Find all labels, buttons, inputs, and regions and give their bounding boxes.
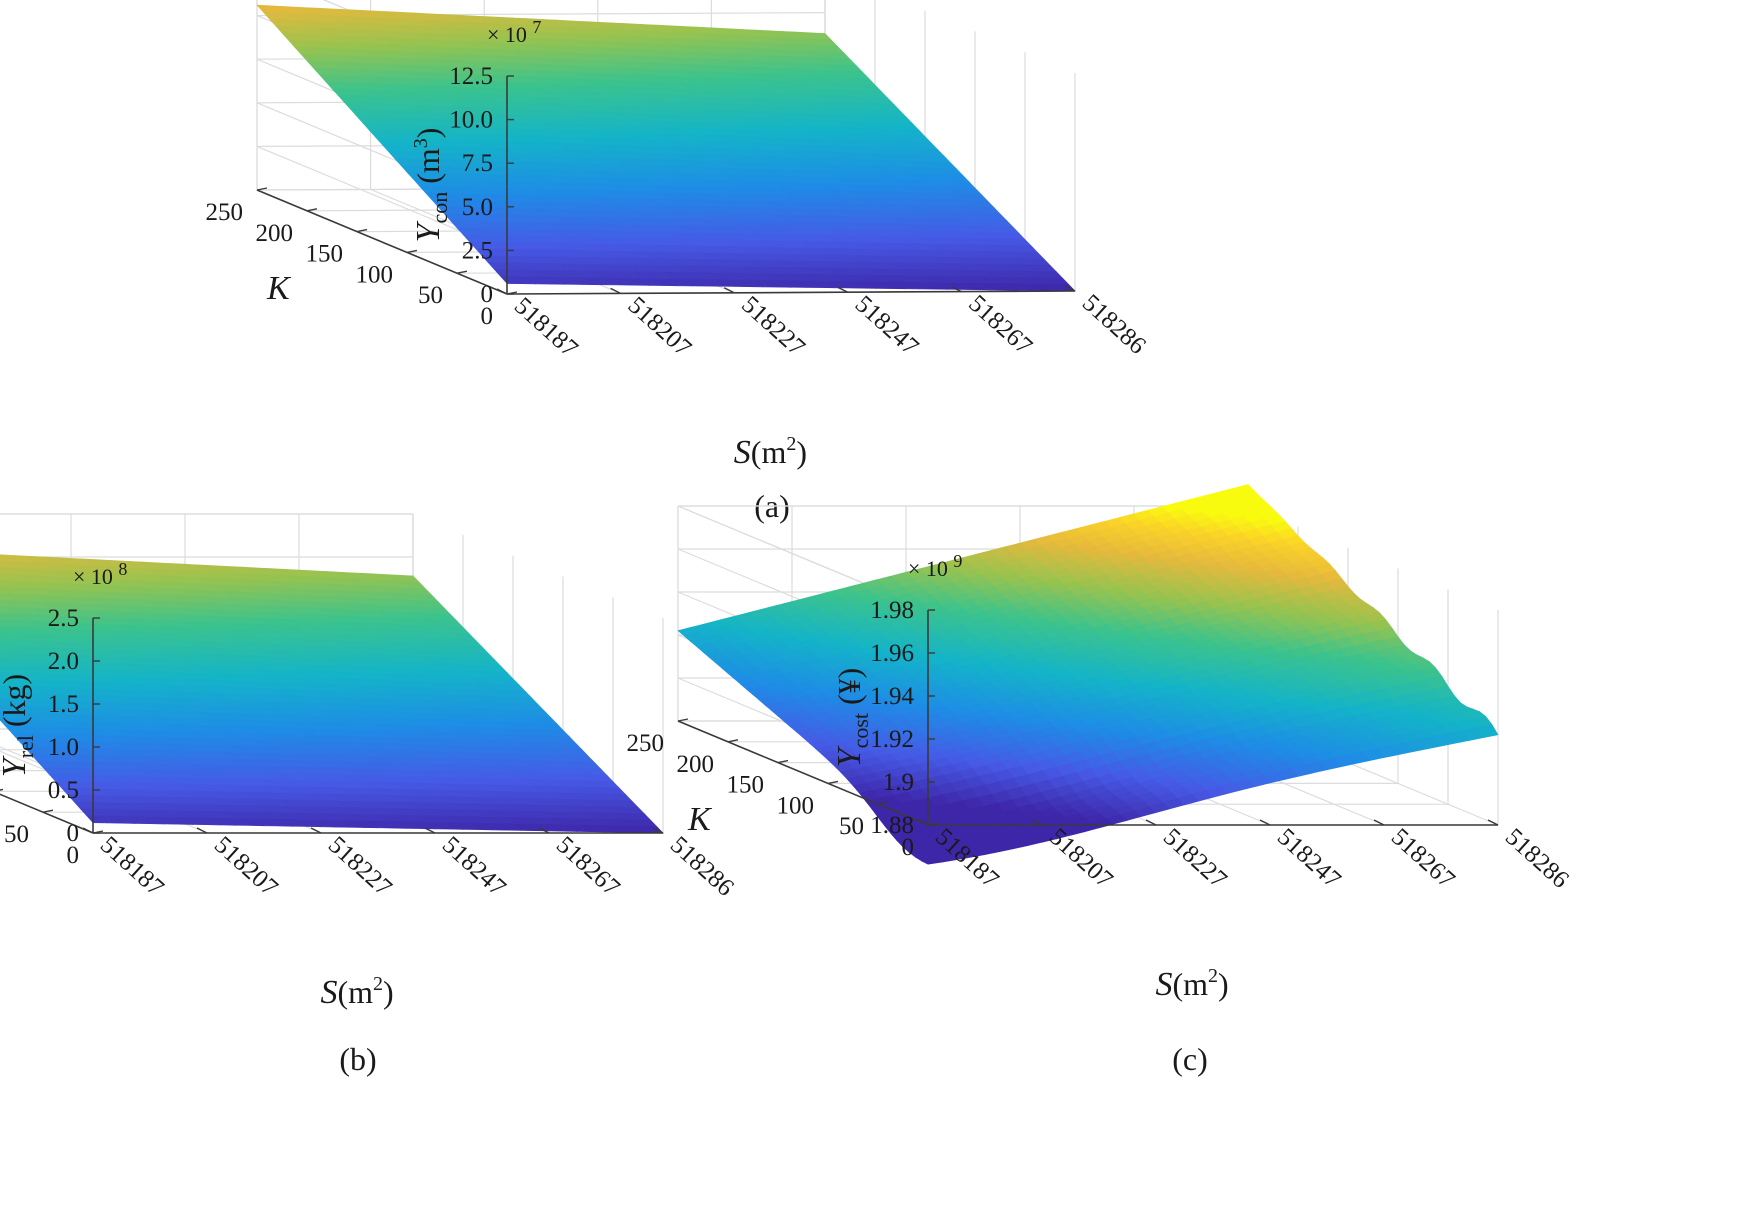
s-tick-label: 518227 [1158, 823, 1232, 893]
s-tick-mark [496, 288, 508, 295]
s-tick-label: 518187 [509, 292, 583, 362]
s-tick-label: 518207 [209, 831, 283, 901]
k-axis-label: K [687, 801, 713, 838]
z-tick-label: 1.9 [883, 769, 914, 796]
z-tick-label: 1.96 [870, 640, 914, 667]
s-tick-label: 518227 [736, 291, 810, 361]
s-tick-label: 518247 [1272, 823, 1346, 893]
k-tick-label: 250 [627, 730, 665, 757]
k-axis-label: K [266, 270, 292, 307]
k-tick-label: 50 [839, 813, 864, 840]
k-tick-label: 0 [902, 834, 915, 861]
z-tick-label: 1.94 [870, 683, 914, 710]
k-tick-label: 200 [677, 751, 715, 778]
z-tick-label: 1.98 [870, 597, 914, 624]
z-tick-label: 1.0 [48, 734, 79, 761]
s-tick-label: 518207 [1044, 823, 1118, 893]
s-tick-label: 518247 [437, 831, 511, 901]
s-tick-label: 518286 [1500, 823, 1574, 893]
k-tick-label: 250 [206, 199, 244, 226]
s-tick-label: 518247 [850, 291, 924, 361]
s-tick-label: 518286 [1077, 289, 1151, 359]
s-tick-label: 518207 [623, 292, 697, 362]
k-tick-label: 100 [777, 792, 815, 819]
z-tick-label: 10.0 [449, 107, 493, 134]
s-tick-label: 518286 [665, 831, 739, 901]
z-tick-label: 2.5 [462, 237, 493, 264]
k-tick-label: 150 [306, 241, 344, 268]
panel-caption: (b) [339, 1041, 376, 1077]
s-axis-line [506, 290, 1076, 295]
k-tick-label: 0 [67, 842, 80, 869]
s-tick-mark [82, 827, 94, 834]
k-tick-label: 200 [256, 220, 294, 247]
k-tick-label: 150 [727, 772, 765, 799]
s-tick-label: 518267 [1386, 823, 1460, 893]
z-tick-label: 7.5 [462, 150, 493, 177]
s-tick-label: 518267 [963, 290, 1037, 360]
z-tick-label: 2.5 [48, 605, 79, 632]
z-tick-label: 1.92 [870, 726, 914, 753]
s-axis-label: S(m2) [734, 433, 807, 471]
k-tick-label: 0 [481, 303, 494, 330]
s-tick-label: 518187 [95, 831, 169, 901]
z-tick-label: 2.0 [48, 648, 79, 675]
z-tick-label: 5.0 [462, 194, 493, 221]
z-tick-label: 12.5 [449, 63, 493, 90]
k-tick-label: 50 [418, 282, 443, 309]
s-axis-label: S(m2) [1156, 965, 1229, 1003]
k-tick-label: 100 [356, 261, 394, 288]
s-axis-label: S(m2) [321, 973, 394, 1011]
chart-panel-b: 0 0.5 1.0 1.5 2.0 2.5 518187 518207 518227 518247… [0, 513, 739, 1077]
s-tick-label: 518267 [551, 831, 625, 901]
z-tick-label: 1.5 [48, 691, 79, 718]
surface-mesh [256, 4, 1076, 292]
s-tick-label: 518227 [323, 831, 397, 901]
k-tick-label: 50 [4, 821, 29, 848]
chart-panel-a: 0 2.5 5.0 7.5 10.0 12.5 518187 518207 518227 5182… [206, 0, 1151, 524]
panel-caption: (c) [1172, 1041, 1208, 1077]
z-tick-label: 0.5 [48, 777, 79, 804]
